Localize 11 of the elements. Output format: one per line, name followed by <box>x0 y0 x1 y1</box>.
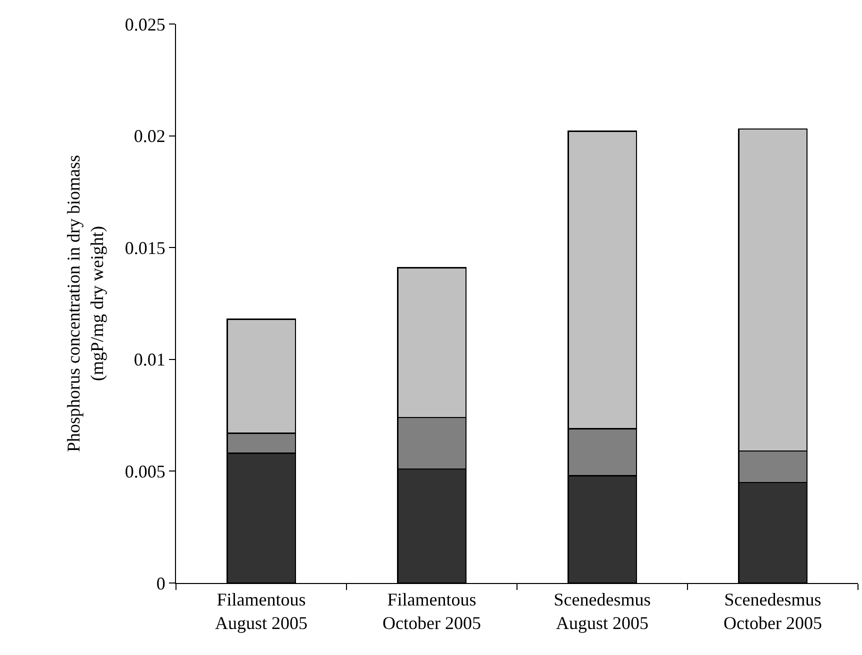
y-tick-label: 0.015 <box>124 238 166 258</box>
x-tick-label: Filamentous August 2005 <box>214 590 308 633</box>
y-tick-label: 0.01 <box>134 350 166 370</box>
y-tick-label: 0.005 <box>124 462 166 482</box>
y-axis-title: Phosphorus concentration in dry biomass (mgP/mg dry weight) <box>64 155 108 452</box>
y-tick-label: 0.025 <box>124 14 166 34</box>
x-tick-label: Scenedesmus August 2005 <box>554 590 651 633</box>
x-tick-label: Filamentous October 2005 <box>382 590 481 633</box>
y-tick-label: 0 <box>156 573 166 594</box>
y-tick-label: 0.02 <box>134 126 166 146</box>
x-tick-label: Scenedesmus October 2005 <box>724 590 822 633</box>
